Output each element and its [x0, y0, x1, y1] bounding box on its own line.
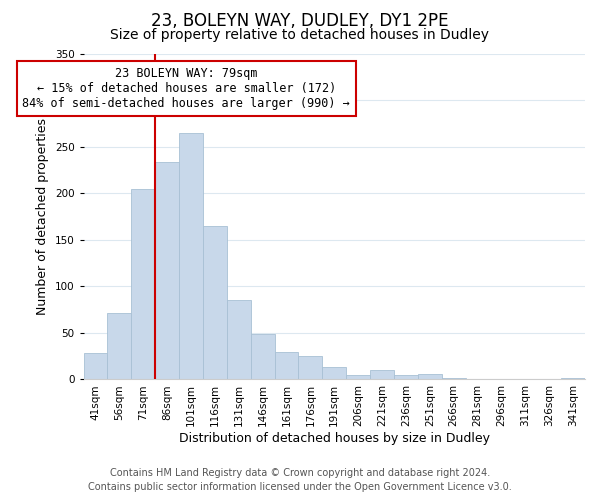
- Text: 23, BOLEYN WAY, DUDLEY, DY1 2PE: 23, BOLEYN WAY, DUDLEY, DY1 2PE: [151, 12, 449, 30]
- Bar: [203, 226, 227, 380]
- Bar: [227, 300, 251, 380]
- Bar: [418, 374, 442, 380]
- Bar: [83, 354, 107, 380]
- Bar: [298, 356, 322, 380]
- Bar: [275, 352, 298, 380]
- Y-axis label: Number of detached properties: Number of detached properties: [36, 118, 49, 315]
- Bar: [394, 375, 418, 380]
- X-axis label: Distribution of detached houses by size in Dudley: Distribution of detached houses by size …: [179, 432, 490, 445]
- Bar: [346, 375, 370, 380]
- Bar: [131, 189, 155, 380]
- Bar: [251, 334, 275, 380]
- Text: 23 BOLEYN WAY: 79sqm
← 15% of detached houses are smaller (172)
84% of semi-deta: 23 BOLEYN WAY: 79sqm ← 15% of detached h…: [22, 67, 350, 110]
- Bar: [155, 162, 179, 380]
- Bar: [442, 378, 466, 380]
- Bar: [179, 133, 203, 380]
- Bar: [107, 314, 131, 380]
- Text: Contains HM Land Registry data © Crown copyright and database right 2024.
Contai: Contains HM Land Registry data © Crown c…: [88, 468, 512, 492]
- Text: Size of property relative to detached houses in Dudley: Size of property relative to detached ho…: [110, 28, 490, 42]
- Bar: [370, 370, 394, 380]
- Bar: [561, 378, 585, 380]
- Bar: [322, 368, 346, 380]
